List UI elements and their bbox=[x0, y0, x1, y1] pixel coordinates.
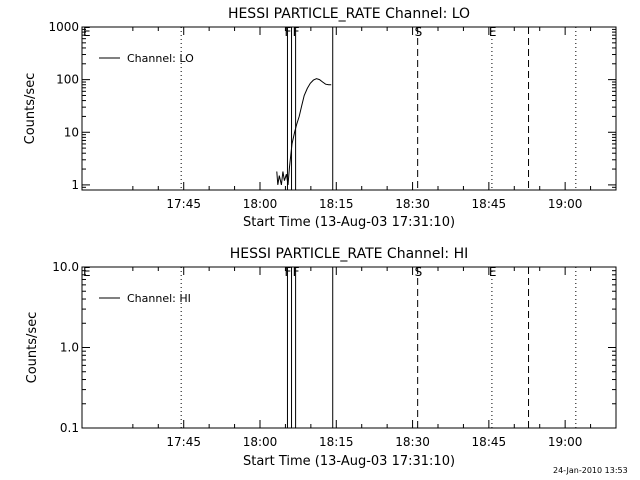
corner-event-label: E bbox=[83, 265, 91, 279]
event-marker-label: S bbox=[415, 265, 423, 279]
x-tick-label: 18:45 bbox=[472, 435, 507, 449]
event-marker-label: S bbox=[415, 25, 423, 39]
legend-label: Channel: LO bbox=[127, 52, 194, 65]
x-tick-label: 17:45 bbox=[166, 197, 201, 211]
x-tick-label: 18:15 bbox=[319, 435, 354, 449]
y-tick-label: 1 bbox=[71, 178, 79, 192]
series-line bbox=[276, 78, 332, 186]
y-axis-label: Counts/sec bbox=[23, 73, 38, 145]
event-marker-label: E bbox=[489, 265, 497, 279]
y-tick-label: 10 bbox=[64, 125, 79, 139]
x-tick-label: 19:00 bbox=[548, 435, 583, 449]
y-tick-label: 0.1 bbox=[60, 421, 79, 435]
chart-title: HESSI PARTICLE_RATE Channel: HI bbox=[230, 246, 468, 262]
footer-timestamp: 24-Jan-2010 13:53 bbox=[553, 466, 628, 475]
x-axis-label: Start Time (13-Aug-03 17:31:10) bbox=[243, 454, 455, 469]
x-tick-label: 18:00 bbox=[243, 197, 278, 211]
event-marker-label: F bbox=[284, 265, 291, 279]
chart-title: HESSI PARTICLE_RATE Channel: LO bbox=[228, 6, 470, 22]
corner-event-label: E bbox=[83, 25, 91, 39]
x-tick-label: 18:45 bbox=[472, 197, 507, 211]
legend-label: Channel: HI bbox=[127, 292, 191, 305]
y-tick-label: 1000 bbox=[48, 20, 79, 34]
x-axis-label: Start Time (13-Aug-03 17:31:10) bbox=[243, 215, 455, 230]
event-marker-label: F bbox=[293, 265, 300, 279]
x-tick-label: 18:00 bbox=[243, 435, 278, 449]
x-tick-label: 17:45 bbox=[166, 435, 201, 449]
event-marker-label: F bbox=[293, 25, 300, 39]
y-tick-label: 100 bbox=[56, 73, 79, 87]
x-tick-label: 18:30 bbox=[395, 435, 430, 449]
x-tick-label: 19:00 bbox=[548, 197, 583, 211]
y-tick-label: 1.0 bbox=[60, 341, 79, 355]
y-tick-label: 10.0 bbox=[52, 260, 79, 274]
event-marker-label: E bbox=[489, 25, 497, 39]
x-tick-label: 18:15 bbox=[319, 197, 354, 211]
plot-frame bbox=[81, 26, 617, 191]
x-tick-label: 18:30 bbox=[395, 197, 430, 211]
event-marker-label: F bbox=[284, 25, 291, 39]
y-axis-label: Counts/sec bbox=[25, 312, 40, 384]
